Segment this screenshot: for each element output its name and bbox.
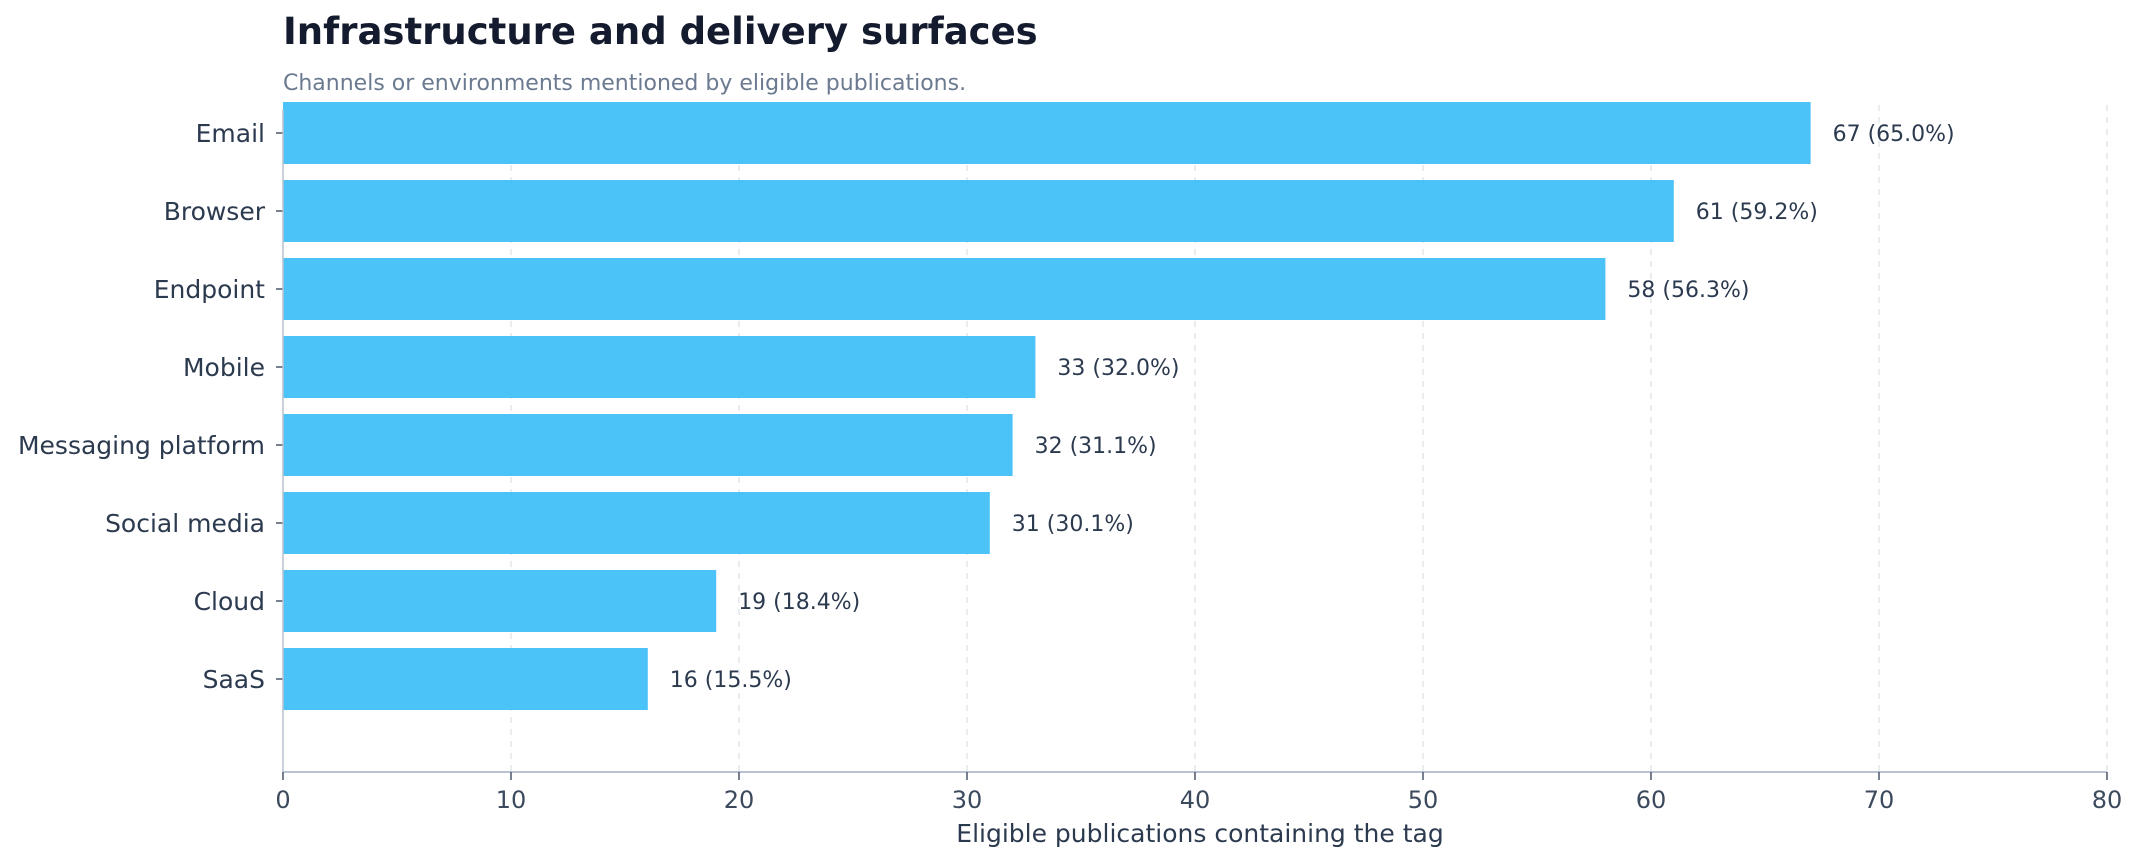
chart-subtitle: Channels or environments mentioned by el… [283, 71, 967, 96]
x-tick-label: 20 [724, 786, 755, 814]
data-label: 31 (30.1%) [1012, 512, 1134, 537]
chart-title: Infrastructure and delivery surfaces [283, 10, 1038, 53]
x-tick-label: 50 [1408, 786, 1439, 814]
data-label: 61 (59.2%) [1696, 200, 1818, 225]
category-label: Messaging platform [18, 431, 265, 460]
data-label: 67 (65.0%) [1833, 122, 1955, 147]
category-label: Cloud [194, 587, 265, 616]
x-tick-label: 30 [952, 786, 983, 814]
bar [283, 336, 1036, 398]
category-label: Email [196, 119, 265, 148]
x-axis-title: Eligible publications containing the tag [956, 819, 1443, 848]
category-label: Browser [164, 197, 266, 226]
x-tick-label: 0 [275, 786, 290, 814]
bar [283, 492, 990, 554]
bar [283, 414, 1013, 476]
data-label: 19 (18.4%) [738, 590, 860, 615]
x-tick-label: 40 [1180, 786, 1211, 814]
bar [283, 180, 1674, 242]
bar [283, 258, 1606, 320]
data-label: 58 (56.3%) [1627, 278, 1749, 303]
x-tick-label: 80 [2092, 786, 2123, 814]
category-label: Social media [105, 509, 265, 538]
category-label: SaaS [203, 665, 265, 694]
data-label: 32 (31.1%) [1035, 434, 1157, 459]
data-label: 33 (32.0%) [1057, 356, 1179, 381]
category-label: Endpoint [154, 275, 265, 304]
x-tick-label: 70 [1864, 786, 1895, 814]
bar [283, 648, 648, 710]
bar [283, 102, 1811, 164]
x-tick-label: 60 [1636, 786, 1667, 814]
bars [283, 102, 1811, 710]
data-label: 16 (15.5%) [670, 668, 792, 693]
x-axis [276, 110, 2108, 780]
labels: Email 67 (65.0%) Browser 61 (59.2%) Endpoint… [18, 119, 2122, 814]
bar [283, 570, 717, 632]
x-tick-label: 10 [496, 786, 527, 814]
category-label: Mobile [183, 353, 265, 382]
